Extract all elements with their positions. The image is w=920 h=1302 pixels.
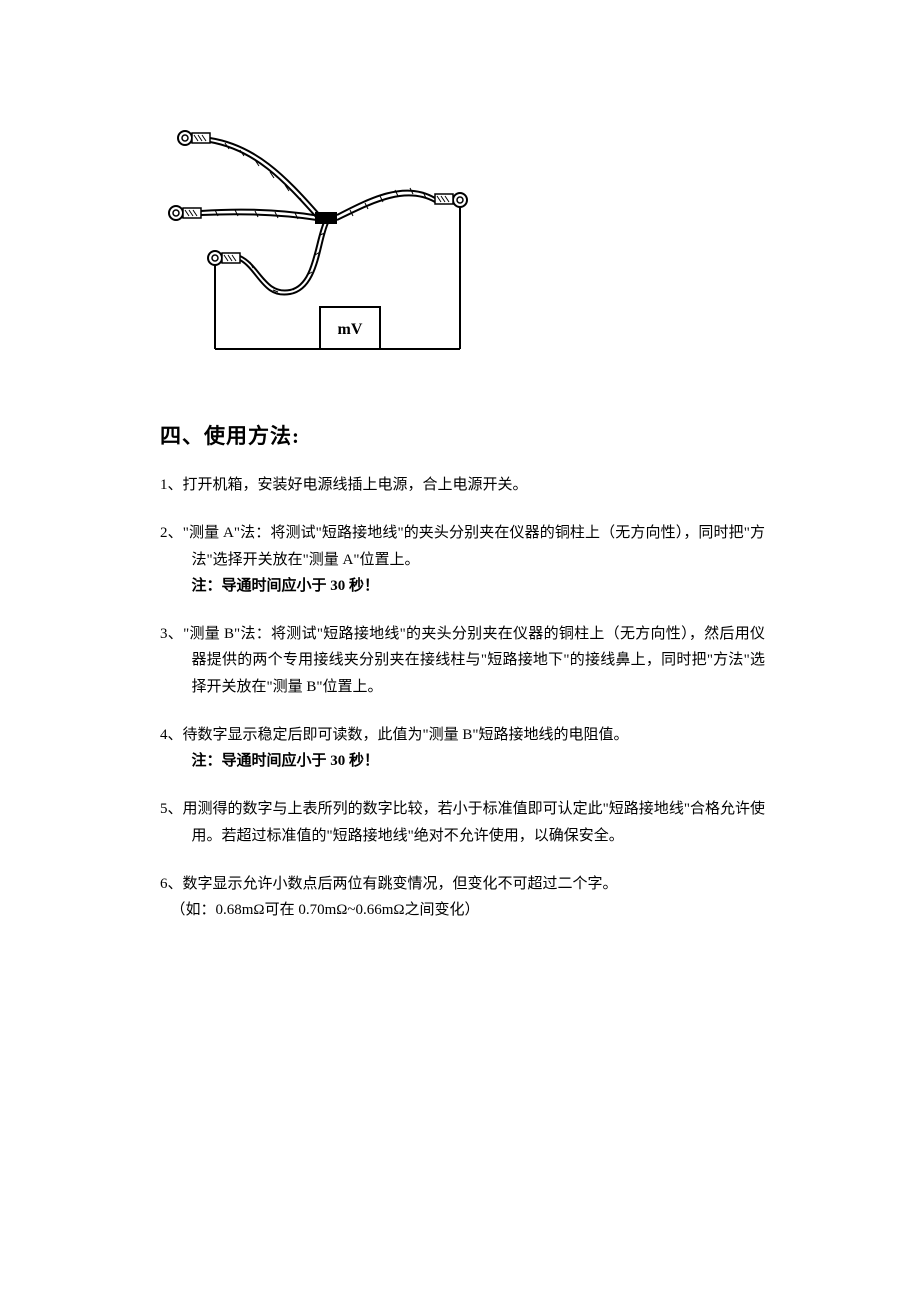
item-6: 6、数字显示允许小数点后两位有跳变情况，但变化不可超过二个字。 （如：0.68m… bbox=[160, 871, 765, 924]
item-1-num: 1、 bbox=[160, 477, 183, 493]
item-2: 2、"测量 A"法：将测试"短路接地线"的夹头分别夹在仪器的铜柱上（无方向性），… bbox=[160, 520, 765, 599]
item-6-num: 6、 bbox=[160, 876, 183, 892]
item-5-num: 5、 bbox=[160, 801, 183, 817]
item-3-num: 3、 bbox=[160, 626, 183, 642]
item-1: 1、打开机箱，安装好电源线插上电源，合上电源开关。 bbox=[160, 472, 765, 498]
item-6-extra: （如：0.68mΩ可在 0.70mΩ~0.66mΩ之间变化） bbox=[160, 897, 765, 923]
terminal-top-left bbox=[178, 131, 192, 145]
cable-1 bbox=[192, 133, 320, 218]
item-6-text: 数字显示允许小数点后两位有跳变情况，但变化不可超过二个字。 bbox=[183, 876, 618, 892]
item-2-text: "测量 A"法：将测试"短路接地线"的夹头分别夹在仪器的铜柱上（无方向性），同时… bbox=[183, 525, 765, 567]
item-4-num: 4、 bbox=[160, 727, 183, 743]
mv-label: mV bbox=[338, 321, 363, 338]
item-3-text: "测量 B"法：将测试"短路接地线"的夹头分别夹在仪器的铜柱上（无方向性），然后… bbox=[183, 626, 765, 695]
cable-4 bbox=[337, 188, 453, 220]
item-2-num: 2、 bbox=[160, 525, 183, 541]
item-5: 5、用测得的数字与上表所列的数字比较，若小于标准值即可认定此"短路接地线"合格允… bbox=[160, 796, 765, 849]
item-4: 4、待数字显示稳定后即可读数，此值为"测量 B"短路接地线的电阻值。 注：导通时… bbox=[160, 722, 765, 775]
cable-2 bbox=[183, 208, 320, 220]
terminal-right bbox=[453, 193, 467, 207]
item-2-note: 注：导通时间应小于 30 秒！ bbox=[160, 573, 765, 599]
cable-3 bbox=[222, 220, 328, 295]
item-4-text: 待数字显示稳定后即可读数，此值为"测量 B"短路接地线的电阻值。 bbox=[183, 727, 629, 743]
diagram-svg: mV bbox=[165, 120, 495, 370]
item-1-text: 打开机箱，安装好电源线插上电源，合上电源开关。 bbox=[183, 477, 528, 493]
terminal-lower-left bbox=[208, 251, 222, 265]
terminal-mid-left bbox=[169, 206, 183, 220]
wiring-diagram: mV bbox=[165, 120, 765, 370]
junction-block bbox=[315, 212, 337, 224]
section-title: 四、使用方法: bbox=[160, 420, 765, 450]
item-4-note: 注：导通时间应小于 30 秒！ bbox=[160, 748, 765, 774]
item-3: 3、"测量 B"法：将测试"短路接地线"的夹头分别夹在仪器的铜柱上（无方向性），… bbox=[160, 621, 765, 700]
item-5-text: 用测得的数字与上表所列的数字比较，若小于标准值即可认定此"短路接地线"合格允许使… bbox=[183, 801, 765, 843]
